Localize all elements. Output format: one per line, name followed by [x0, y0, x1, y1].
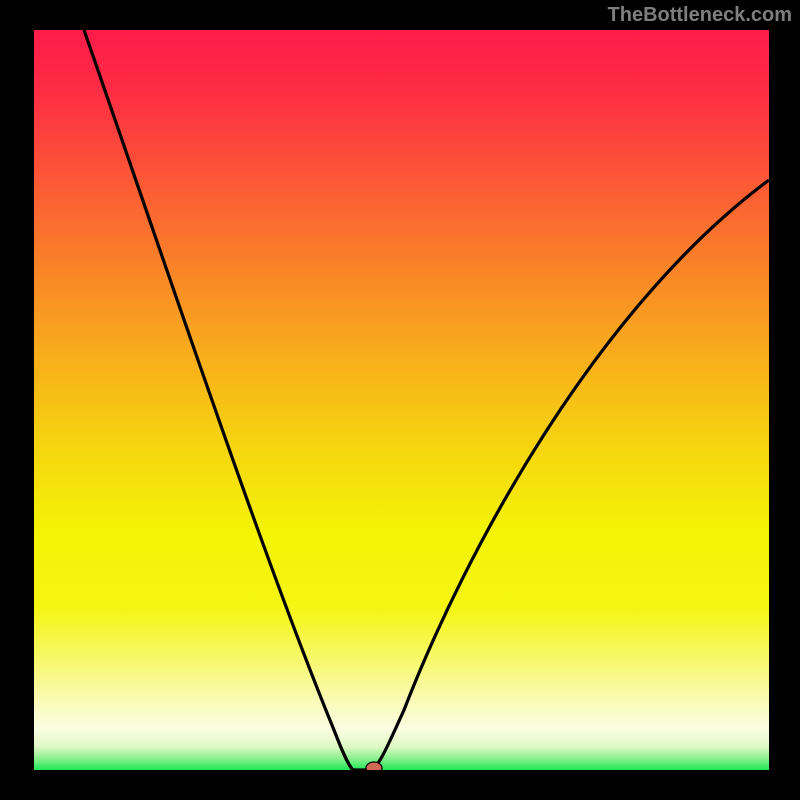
- plot-area: [34, 30, 769, 770]
- chart-container: TheBottleneck.com: [0, 0, 800, 800]
- minimum-marker: [366, 762, 382, 770]
- curve-layer: [34, 30, 769, 770]
- curve-left-branch: [84, 30, 372, 770]
- curve-right-branch: [372, 180, 769, 770]
- watermark-text: TheBottleneck.com: [608, 4, 792, 27]
